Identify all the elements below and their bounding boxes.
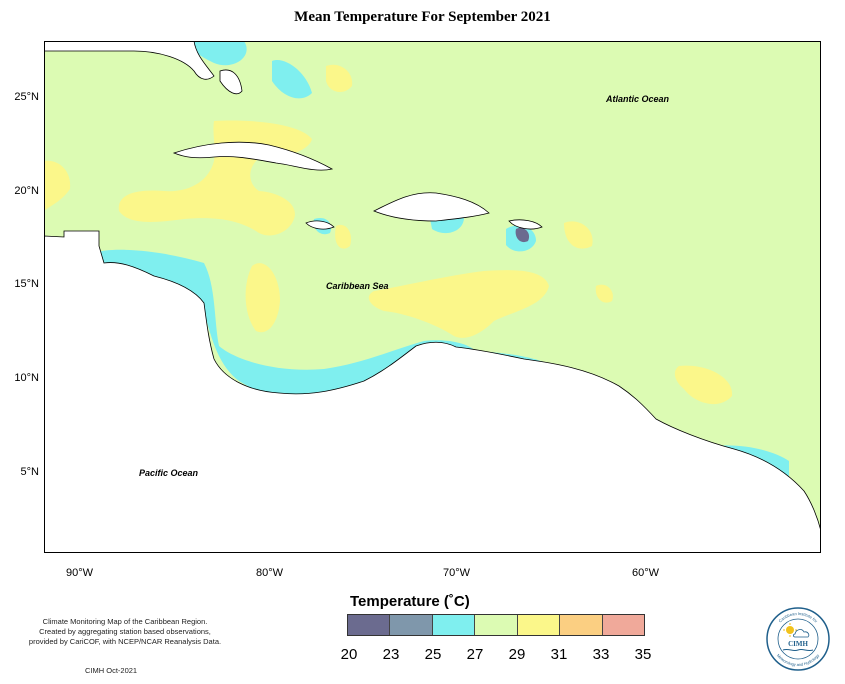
legend-swatch (432, 615, 476, 635)
legend-value-label: 33 (592, 646, 610, 663)
legend-title: Temperature (˚C) (350, 593, 470, 610)
legend-value-label: 35 (634, 646, 652, 663)
map-description: Climate Monitoring Map of the Caribbean … (10, 617, 240, 647)
y-tick-label: 20°N (14, 185, 39, 197)
legend-swatch (475, 615, 518, 635)
map-title: Mean Temperature For September 2021 (294, 9, 551, 25)
y-tick-label: 15°N (14, 278, 39, 290)
y-tick-label: 10°N (14, 372, 39, 384)
temperature-map: Atlantic Ocean Caribbean Sea Pacific Oce… (44, 41, 821, 553)
map-labels: Atlantic Ocean Caribbean Sea Pacific Oce… (139, 94, 670, 478)
sun-icon (783, 623, 797, 637)
legend-color-bar (347, 614, 645, 636)
land-masses (44, 41, 821, 553)
legend-value-label: 23 (382, 646, 400, 663)
description-line: Climate Monitoring Map of the Caribbean … (42, 617, 208, 626)
legend-value-label: 27 (466, 646, 484, 663)
x-tick-label: 70°W (443, 567, 471, 579)
y-tick-label: 5°N (20, 466, 39, 478)
pacific-ocean-label: Pacific Ocean (139, 468, 199, 478)
legend-value-label: 25 (424, 646, 442, 663)
legend-swatch (602, 615, 644, 635)
legend-swatch (390, 615, 433, 635)
atlantic-ocean-label: Atlantic Ocean (605, 94, 670, 104)
cloud-icon (793, 629, 810, 638)
logo-text: CIMH (788, 640, 808, 648)
description-line: Created by aggregating station based obs… (39, 627, 211, 636)
caribbean-sea-label: Caribbean Sea (326, 281, 389, 291)
map-frame (44, 41, 821, 553)
legend-swatch (560, 615, 603, 635)
y-tick-label: 25°N (14, 91, 39, 103)
x-tick-label: 90°W (66, 567, 94, 579)
cimh-logo: CIMH Caribbean Institute for Meteorology… (766, 607, 830, 671)
legend-swatch (348, 615, 391, 635)
x-tick-label: 80°W (256, 567, 284, 579)
legend-value-label: 31 (550, 646, 568, 663)
legend-value-label: 20 (340, 646, 358, 663)
legend-swatch (517, 615, 561, 635)
credit-text: CIMH Oct-2021 (85, 666, 138, 675)
legend-value-label: 29 (508, 646, 526, 663)
x-tick-label: 60°W (632, 567, 660, 579)
temp-band-29-31 (44, 64, 733, 518)
description-line: provided by CariCOF, with NCEP/NCAR Rean… (28, 637, 222, 646)
